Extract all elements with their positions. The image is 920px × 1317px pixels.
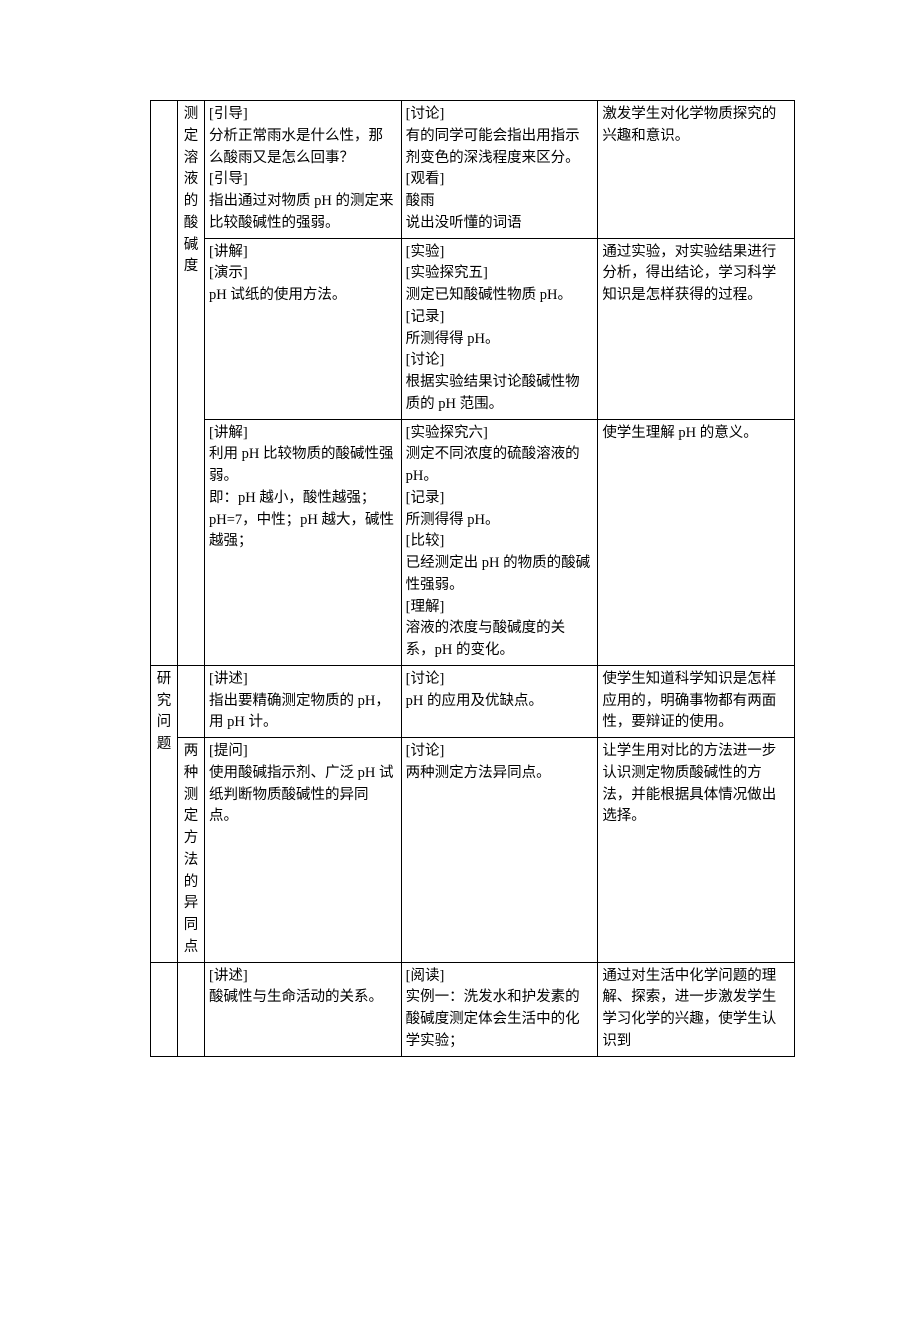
cell-topic-measure: 测定溶液的酸碱度 <box>178 101 205 666</box>
cell-student-5: [讨论]两种测定方法异同点。 <box>401 738 598 963</box>
cell-topic-empty2 <box>178 962 205 1056</box>
cell-intent-2: 通过实验，对实验结果进行分析，得出结论，学习科学知识是怎样获得的过程。 <box>598 238 795 419</box>
table-row: [讲解][演示]pH 试纸的使用方法。 [实验][实验探究五]测定已知酸碱性物质… <box>151 238 795 419</box>
table-row: 研究问题 [讲述]指出要精确测定物质的 pH，用 pH 计。 [讨论]pH 的应… <box>151 665 795 737</box>
cell-topic-empty <box>178 665 205 737</box>
cell-intent-4: 使学生知道科学知识是怎样应用的，明确事物都有两面性，要辩证的使用。 <box>598 665 795 737</box>
cell-teacher-2: [讲解][演示]pH 试纸的使用方法。 <box>205 238 402 419</box>
cell-student-1: [讨论]有的同学可能会指出用指示剂变色的深浅程度来区分。[观看]酸雨说出没听懂的… <box>401 101 598 239</box>
cell-intent-5: 让学生用对比的方法进一步认识测定物质酸碱性的方法，并能根据具体情况做出选择。 <box>598 738 795 963</box>
cell-teacher-1: [引导]分析正常雨水是什么性，那么酸雨又是怎么回事？[引导]指出通过对物质 pH… <box>205 101 402 239</box>
table-row: [讲解]利用 pH 比较物质的酸碱性强弱。即：pH 越小，酸性越强；pH=7，中… <box>151 419 795 665</box>
document-page: 测定溶液的酸碱度 [引导]分析正常雨水是什么性，那么酸雨又是怎么回事？[引导]指… <box>0 0 920 1317</box>
table-row: [讲述]酸碱性与生命活动的关系。 [阅读]实例一：洗发水和护发素的酸碱度测定体会… <box>151 962 795 1056</box>
cell-student-6: [阅读]实例一：洗发水和护发素的酸碱度测定体会生活中的化学实验； <box>401 962 598 1056</box>
table-row: 两种测定方法的异同点 [提问]使用酸碱指示剂、广泛 pH 试纸判断物质酸碱性的异… <box>151 738 795 963</box>
cell-teacher-4: [讲述]指出要精确测定物质的 pH，用 pH 计。 <box>205 665 402 737</box>
cell-student-2: [实验][实验探究五]测定已知酸碱性物质 pH。[记录]所测得得 pH。[讨论]… <box>401 238 598 419</box>
cell-intent-3: 使学生理解 pH 的意义。 <box>598 419 795 665</box>
cell-teacher-5: [提问]使用酸碱指示剂、广泛 pH 试纸判断物质酸碱性的异同点。 <box>205 738 402 963</box>
cell-teacher-3: [讲解]利用 pH 比较物质的酸碱性强弱。即：pH 越小，酸性越强；pH=7，中… <box>205 419 402 665</box>
lesson-plan-table: 测定溶液的酸碱度 [引导]分析正常雨水是什么性，那么酸雨又是怎么回事？[引导]指… <box>150 100 795 1057</box>
cell-student-4: [讨论]pH 的应用及优缺点。 <box>401 665 598 737</box>
cell-section-a <box>151 101 178 666</box>
cell-section-empty <box>151 962 178 1056</box>
cell-student-3: [实验探究六]测定不同浓度的硫酸溶液的 pH。[记录]所测得得 pH。[比较]已… <box>401 419 598 665</box>
table-row: 测定溶液的酸碱度 [引导]分析正常雨水是什么性，那么酸雨又是怎么回事？[引导]指… <box>151 101 795 239</box>
cell-topic-compare: 两种测定方法的异同点 <box>178 738 205 963</box>
cell-intent-6: 通过对生活中化学问题的理解、探索，进一步激发学生学习化学的兴趣，使学生认识到 <box>598 962 795 1056</box>
cell-teacher-6: [讲述]酸碱性与生命活动的关系。 <box>205 962 402 1056</box>
cell-intent-1: 激发学生对化学物质探究的兴趣和意识。 <box>598 101 795 239</box>
cell-section-research: 研究问题 <box>151 665 178 962</box>
